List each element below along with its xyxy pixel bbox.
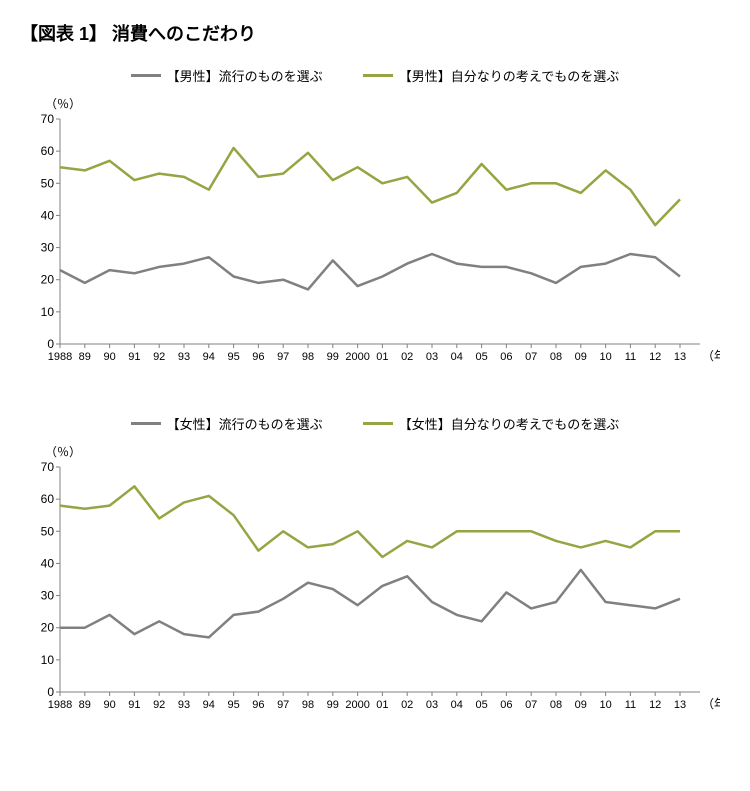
y-tick-label: 20 <box>41 621 55 635</box>
x-tick-label: 95 <box>227 699 239 711</box>
x-tick-label: 09 <box>575 351 587 363</box>
chart-svg: 0102030405060701988899091929394959697989… <box>20 114 720 374</box>
y-tick-label: 30 <box>41 241 55 255</box>
x-tick-label: 2000 <box>345 351 369 363</box>
x-tick-label: 98 <box>302 351 314 363</box>
x-tick-label: 07 <box>525 351 537 363</box>
x-tick-label: 96 <box>252 699 264 711</box>
chart-area: 0102030405060701988899091929394959697989… <box>20 462 730 722</box>
chart-0: 【男性】流行のものを選ぶ【男性】自分なりの考えでものを選ぶ（％）01020304… <box>20 66 730 374</box>
x-tick-label: 89 <box>79 699 91 711</box>
x-tick-label: 08 <box>550 699 562 711</box>
legend-item-trend: 【女性】流行のものを選ぶ <box>131 414 323 433</box>
y-tick-label: 50 <box>41 524 55 538</box>
y-tick-label: 60 <box>41 144 55 158</box>
x-tick-label: 01 <box>376 699 388 711</box>
x-tick-label: 96 <box>252 351 264 363</box>
y-tick-label: 70 <box>41 114 55 126</box>
y-unit-label: （％） <box>45 443 730 460</box>
legend-swatch-own <box>363 422 393 425</box>
x-tick-label: 90 <box>103 351 115 363</box>
x-tick-label: 08 <box>550 351 562 363</box>
y-tick-label: 60 <box>41 492 55 506</box>
charts-container: 【男性】流行のものを選ぶ【男性】自分なりの考えでものを選ぶ（％）01020304… <box>20 66 730 722</box>
legend-swatch-trend <box>131 74 161 77</box>
y-tick-label: 10 <box>41 653 55 667</box>
x-tick-label: 98 <box>302 699 314 711</box>
chart-1: 【女性】流行のものを選ぶ【女性】自分なりの考えでものを選ぶ（％）01020304… <box>20 414 730 722</box>
legend: 【女性】流行のものを選ぶ 【女性】自分なりの考えでものを選ぶ <box>20 414 730 433</box>
legend-item-own: 【男性】自分なりの考えでものを選ぶ <box>363 66 620 85</box>
legend-label-own: 【男性】自分なりの考えでものを選ぶ <box>399 66 620 85</box>
y-tick-label: 70 <box>41 462 55 474</box>
series-trend <box>60 254 680 289</box>
series-own-thinking <box>60 486 680 557</box>
x-tick-label: 01 <box>376 351 388 363</box>
x-tick-label: 11 <box>625 699 636 711</box>
legend-label-trend: 【女性】流行のものを選ぶ <box>167 414 323 433</box>
y-tick-label: 0 <box>47 337 54 351</box>
series-own-thinking <box>60 148 680 225</box>
x-tick-label: 05 <box>475 351 487 363</box>
x-tick-label: 1988 <box>48 351 72 363</box>
series-trend <box>60 570 680 638</box>
x-tick-label: 95 <box>227 351 239 363</box>
x-tick-label: 94 <box>203 351 215 363</box>
x-tick-label: 91 <box>128 351 140 363</box>
x-tick-label: 06 <box>500 699 512 711</box>
x-tick-label: 94 <box>203 699 215 711</box>
x-tick-label: 93 <box>178 699 190 711</box>
chart-area: 0102030405060701988899091929394959697989… <box>20 114 730 374</box>
x-tick-label: 90 <box>103 699 115 711</box>
x-tick-label: 12 <box>649 351 661 363</box>
x-tick-label: 2000 <box>345 699 369 711</box>
x-tick-label: 12 <box>649 699 661 711</box>
x-tick-label: 09 <box>575 699 587 711</box>
x-tick-label: 05 <box>475 699 487 711</box>
x-tick-label: 04 <box>451 351 463 363</box>
legend: 【男性】流行のものを選ぶ 【男性】自分なりの考えでものを選ぶ <box>20 66 730 85</box>
x-tick-label: 02 <box>401 351 413 363</box>
x-tick-label: 11 <box>625 351 636 363</box>
x-tick-label: 06 <box>500 351 512 363</box>
legend-item-own: 【女性】自分なりの考えでものを選ぶ <box>363 414 620 433</box>
x-tick-label: 02 <box>401 699 413 711</box>
x-tick-label: 92 <box>153 699 165 711</box>
x-tick-label: 99 <box>327 699 339 711</box>
x-tick-label: 13 <box>674 699 686 711</box>
x-tick-label: 03 <box>426 699 438 711</box>
x-tick-label: 13 <box>674 351 686 363</box>
x-tick-label: 97 <box>277 351 289 363</box>
x-tick-label: 93 <box>178 351 190 363</box>
x-tick-label: 03 <box>426 351 438 363</box>
x-tick-label: 92 <box>153 351 165 363</box>
legend-label-trend: 【男性】流行のものを選ぶ <box>167 66 323 85</box>
x-unit-label: （年） <box>702 349 720 363</box>
figure-title: 【図表 1】 消費へのこだわり <box>20 20 730 46</box>
y-unit-label: （％） <box>45 95 730 112</box>
legend-item-trend: 【男性】流行のものを選ぶ <box>131 66 323 85</box>
legend-swatch-own <box>363 74 393 77</box>
x-tick-label: 07 <box>525 699 537 711</box>
legend-label-own: 【女性】自分なりの考えでものを選ぶ <box>399 414 620 433</box>
x-tick-label: 91 <box>128 699 140 711</box>
y-tick-label: 50 <box>41 176 55 190</box>
legend-swatch-trend <box>131 422 161 425</box>
chart-svg: 0102030405060701988899091929394959697989… <box>20 462 720 722</box>
x-tick-label: 99 <box>327 351 339 363</box>
y-tick-label: 40 <box>41 556 55 570</box>
x-tick-label: 10 <box>599 351 611 363</box>
x-tick-label: 04 <box>451 699 463 711</box>
y-tick-label: 40 <box>41 208 55 222</box>
y-tick-label: 20 <box>41 273 55 287</box>
y-tick-label: 30 <box>41 589 55 603</box>
x-tick-label: 10 <box>599 699 611 711</box>
y-tick-label: 10 <box>41 305 55 319</box>
x-tick-label: 89 <box>79 351 91 363</box>
x-unit-label: （年） <box>702 697 720 711</box>
x-tick-label: 97 <box>277 699 289 711</box>
y-tick-label: 0 <box>47 685 54 699</box>
x-tick-label: 1988 <box>48 699 72 711</box>
